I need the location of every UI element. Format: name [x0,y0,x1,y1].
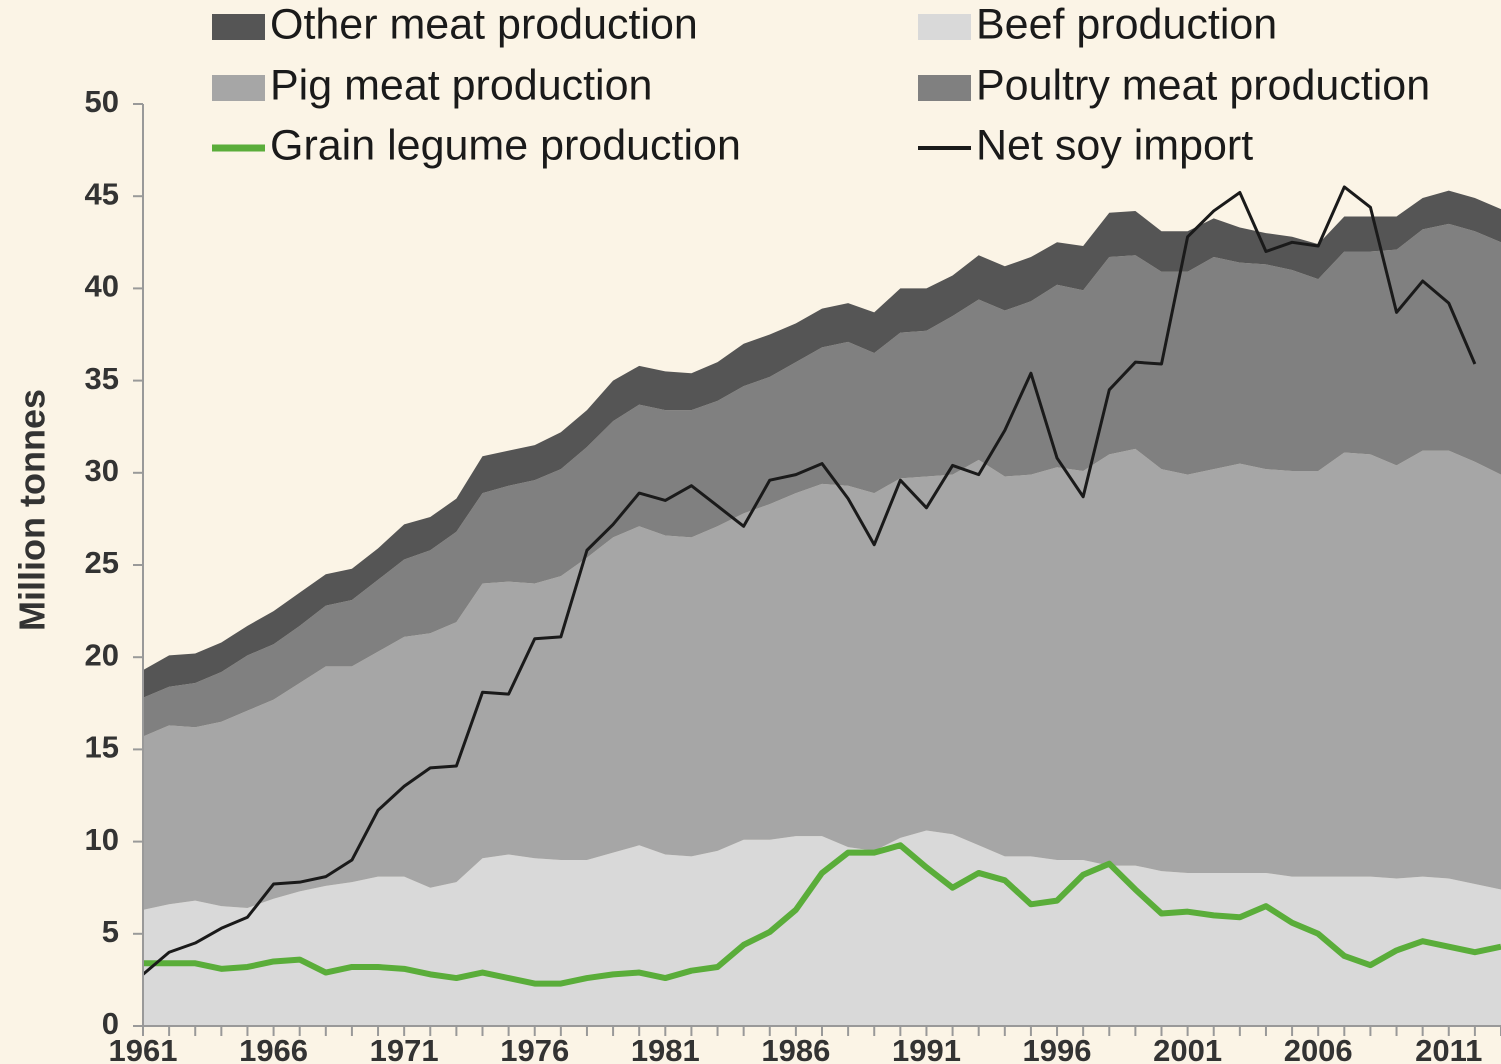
y-tick-label: 5 [102,914,119,949]
line [142,185,1477,976]
x-tick-label: 1991 [892,1033,961,1064]
x-tick-label: 2001 [1153,1033,1222,1064]
x-tick-label: 1961 [109,1033,178,1064]
legend-swatch [918,75,971,101]
x-tick-label: 1971 [370,1033,439,1064]
legend-label: Grain legume production [270,121,741,169]
x-tick-label: 1986 [761,1033,830,1064]
y-tick-label: 50 [85,84,119,119]
x-tick-label: 2006 [1284,1033,1353,1064]
legend-label: Net soy import [976,121,1253,169]
legend-label: Pig meat production [270,61,652,109]
y-axis-label: Million tonnes [12,389,53,631]
line [143,842,1501,987]
legend-label: Beef production [976,0,1277,48]
area [143,190,1501,698]
x-tick-label: 2011 [1415,1033,1482,1064]
area [143,223,1501,737]
x-tick-label: 1981 [631,1033,700,1064]
x-tick-label: 1996 [1023,1033,1092,1064]
y-tick-label: 30 [85,453,119,488]
x-tick-label: 1976 [500,1033,569,1064]
legend-swatch [212,75,265,101]
y-tick-label: 35 [85,361,119,396]
y-tick-label: 20 [85,637,119,672]
legend-swatch [212,14,265,40]
y-tick-label: 15 [85,730,119,765]
area [143,448,1501,910]
y-tick-label: 40 [85,269,119,304]
legend-swatch [918,14,971,40]
x-tick-label: 1966 [239,1033,308,1064]
y-tick-label: 0 [102,1006,119,1041]
y-tick-label: 10 [85,822,119,857]
area [143,830,1501,1026]
y-tick-label: 45 [85,176,119,211]
legend-label: Other meat production [270,0,698,48]
y-tick-label: 25 [85,545,119,580]
legend-label: Poultry meat production [976,61,1430,109]
